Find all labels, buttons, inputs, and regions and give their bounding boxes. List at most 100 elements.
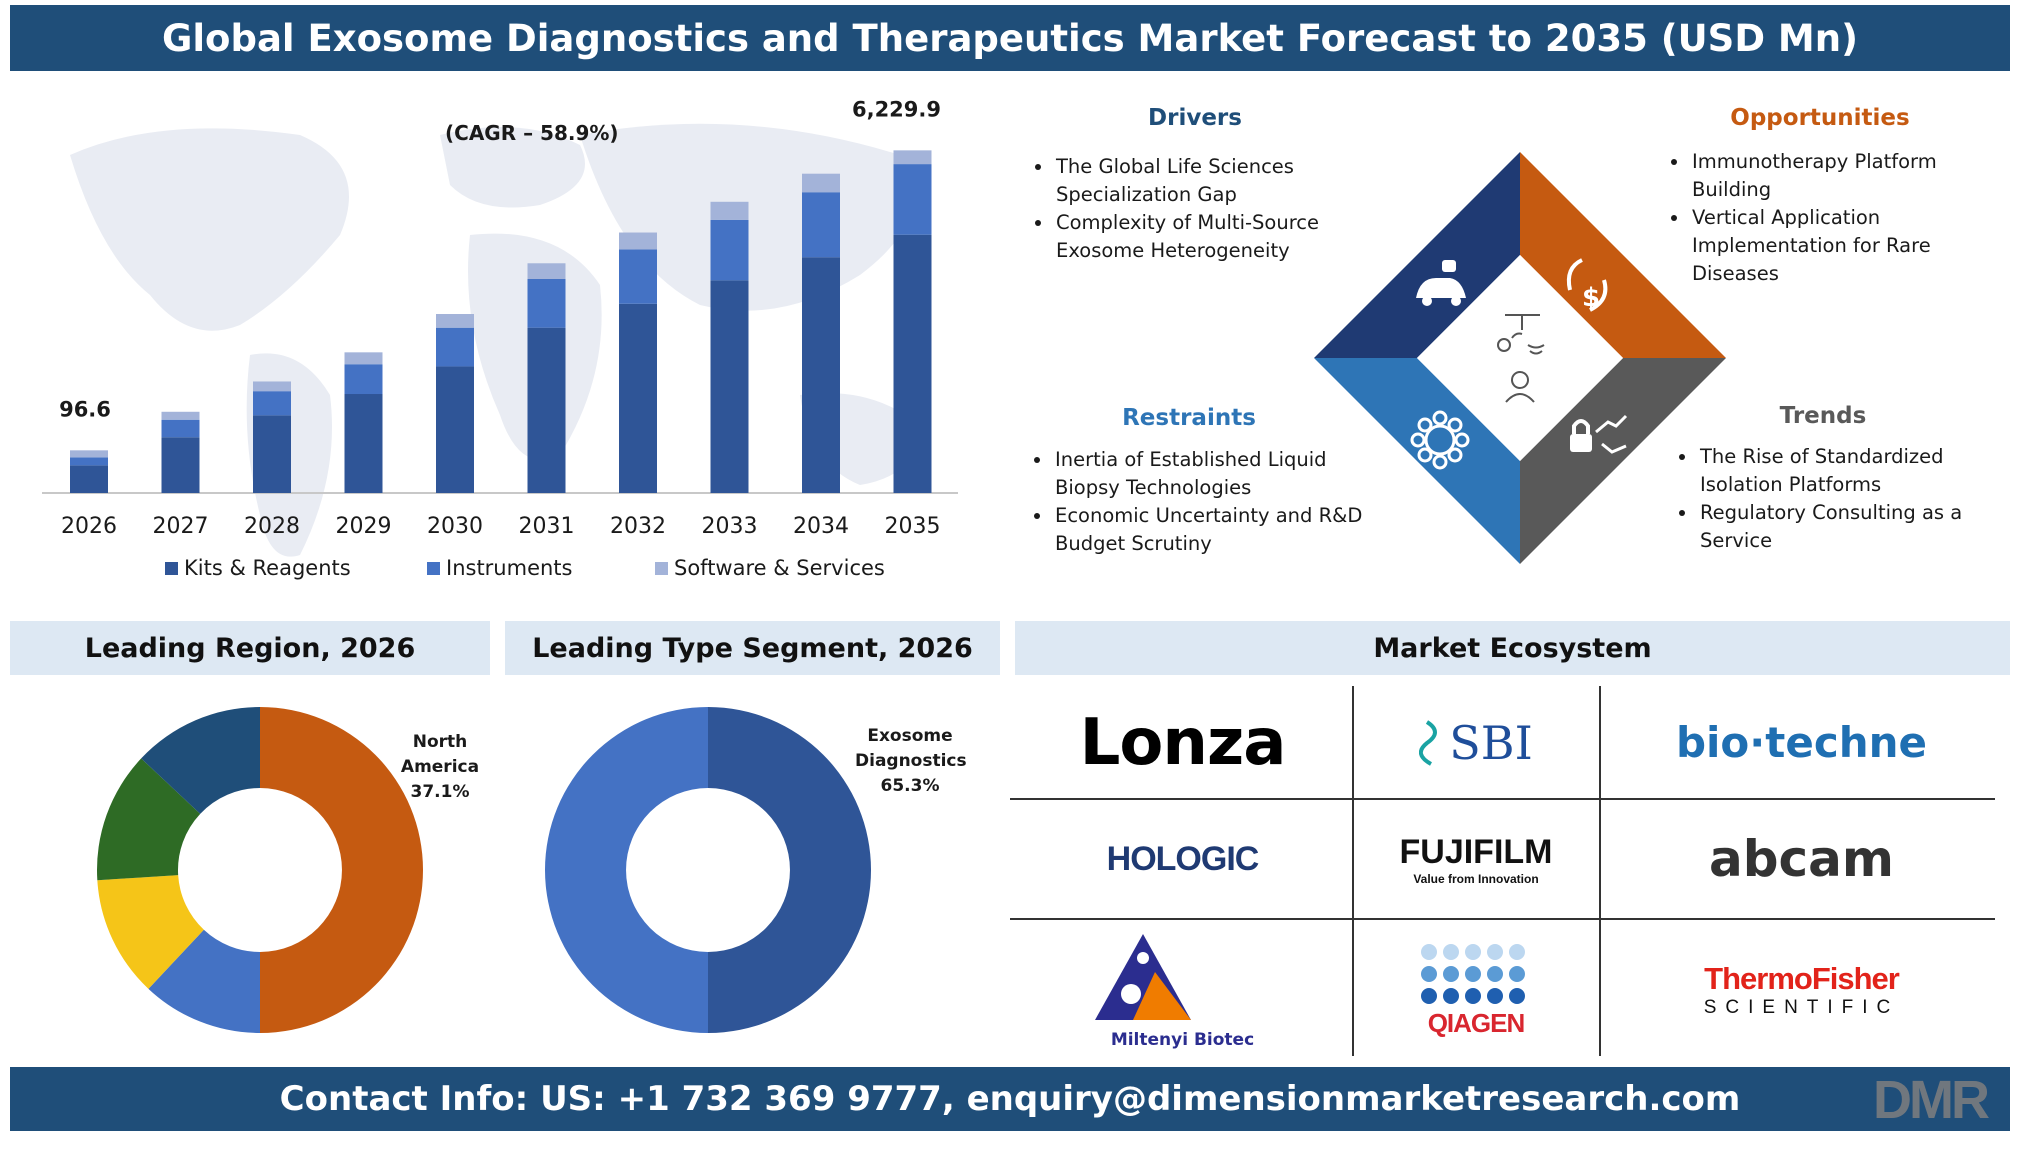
- lonza-logo: Lonza: [1015, 690, 1350, 795]
- sbi-helix-icon: [1419, 719, 1438, 766]
- drivers-item: Complexity of Multi-Source Exosome Heter…: [1054, 209, 1374, 265]
- ecosystem-header: Market Ecosystem: [1015, 621, 2010, 675]
- hologic-logo: HOLOGIC: [1015, 803, 1350, 915]
- trends-item: The Rise of Standardized Isolation Platf…: [1698, 443, 1998, 499]
- bar-segment-kits-reagents-2035: [893, 234, 932, 493]
- ecosystem-divider: [1010, 918, 1995, 920]
- bar-segment-kits-reagents-2030: [436, 366, 474, 493]
- x-tick-label: 2026: [61, 514, 117, 539]
- total-value-label: 6,229.9: [852, 97, 941, 121]
- bar-segment-kits-reagents-2029: [344, 394, 383, 493]
- bar-segment-kits-reagents-2028: [253, 415, 291, 493]
- cagr-label: (CAGR – 58.9%): [445, 121, 619, 145]
- bar-segment-software-services-2033: [710, 201, 749, 220]
- dollar-cycle-icon: $: [1566, 258, 1608, 313]
- bar-segment-kits-reagents-2032: [619, 303, 657, 493]
- sbi-logo: SBI: [1356, 690, 1596, 795]
- page-title: Global Exosome Diagnostics and Therapeut…: [161, 16, 1858, 60]
- drivers-list: The Global Life Sciences Specialization …: [1028, 153, 1374, 265]
- segment-annotation-line: Exosome: [867, 726, 953, 746]
- lonza-wordmark: Lonza: [1079, 705, 1287, 780]
- car-robot-icon: [1416, 260, 1466, 306]
- bar-segment-instruments-2032: [619, 249, 657, 304]
- biotechne-wordmark-part: techne: [1765, 718, 1928, 767]
- diamond-center: [1417, 255, 1623, 461]
- biotechne-wordmark-part: bio: [1675, 718, 1750, 767]
- sbi-wordmark: SBI: [1449, 715, 1533, 770]
- miltenyi-wordmark: Miltenyi Biotec: [1110, 1030, 1255, 1050]
- opportunities-list: Immunotherapy Platform Building Vertical…: [1664, 148, 1980, 288]
- biotechne-logo: bio · techne: [1604, 690, 1999, 795]
- bar-segment-kits-reagents-2026: [70, 465, 108, 493]
- bar-segment-software-services-2030: [436, 314, 474, 328]
- restraints-list: Inertia of Established Liquid Biopsy Tec…: [1027, 446, 1373, 558]
- bar-segment-kits-reagents-2033: [710, 280, 749, 493]
- x-tick-label: 2027: [153, 514, 209, 539]
- bar-segment-software-services-2026: [70, 450, 108, 458]
- drivers-title: Drivers: [1148, 105, 1242, 131]
- bar-segment-instruments-2028: [253, 391, 291, 416]
- fujifilm-tagline: Value from Innovation: [1413, 871, 1539, 886]
- bar-segment-software-services-2029: [344, 352, 383, 365]
- x-tick-label: 2035: [885, 514, 941, 539]
- donut-slice-2: [148, 929, 260, 1033]
- legend-label: Software & Services: [674, 556, 885, 580]
- region-header-label: Leading Region, 2026: [84, 632, 416, 664]
- segment-annotation-line: Diagnostics: [855, 751, 967, 771]
- ecosystem-divider: [1352, 686, 1354, 1056]
- legend-item-software: Software & Services: [655, 556, 885, 580]
- bar-segment-software-services-2035: [893, 150, 932, 165]
- bar-segment-instruments-2029: [344, 364, 383, 395]
- virus-icon: [1410, 410, 1470, 470]
- total-value-label: 96.6: [59, 397, 111, 421]
- segment-annotation-value: 65.3%: [880, 776, 940, 796]
- abcam-logo: abcam: [1604, 803, 1999, 915]
- x-tick-label: 2033: [702, 514, 758, 539]
- market-bar-chart: 2026 96.6 2027 2028 2029 2030 2031 2032 2033 2034…: [42, 97, 958, 539]
- region-header: Leading Region, 2026: [10, 621, 490, 675]
- hologic-wordmark: HOLOGIC: [1106, 839, 1260, 878]
- x-tick-label: 2034: [793, 514, 849, 539]
- thermofisher-logo: ThermoFisher SCIENTIFIC: [1604, 922, 1999, 1057]
- legend-item-kits: Kits & Reagents: [165, 556, 351, 580]
- contact-footer: Contact Info: US: +1 732 369 9777, enqui…: [10, 1067, 2010, 1131]
- fujifilm-wordmark: FUJIFILM: [1399, 832, 1553, 871]
- miltenyi-triangle-icon: [1095, 934, 1191, 1020]
- donut-slice-2: [545, 707, 708, 1033]
- restraints-item: Inertia of Established Liquid Biopsy Tec…: [1053, 446, 1373, 502]
- restraints-title: Restraints: [1122, 405, 1256, 431]
- thermofisher-wordmark: ThermoFisher: [1704, 960, 1900, 996]
- legend-label: Instruments: [446, 556, 573, 580]
- bar-segment-kits-reagents-2027: [161, 437, 200, 493]
- x-tick-label: 2029: [336, 514, 392, 539]
- qiagen-wordmark: QIAGEN: [1427, 1008, 1526, 1038]
- x-tick-label: 2032: [610, 514, 666, 539]
- abcam-wordmark: abcam: [1708, 830, 1894, 888]
- fujifilm-logo: FUJIFILM Value from Innovation: [1356, 803, 1596, 915]
- biotechne-dot-icon: ·: [1749, 718, 1766, 767]
- donut-slice-5: [141, 707, 260, 814]
- market-dynamics-diamond: $: [1314, 152, 1726, 564]
- lab-person-icon: [1497, 314, 1545, 403]
- bar-segment-instruments-2030: [436, 327, 474, 367]
- donut-slice-1: [260, 707, 423, 1033]
- donut-slice-4: [97, 758, 201, 881]
- bar-segment-software-services-2034: [802, 173, 840, 193]
- x-tick-label: 2031: [519, 514, 575, 539]
- drivers-item: The Global Life Sciences Specialization …: [1054, 153, 1374, 209]
- bar-segment-software-services-2027: [161, 411, 200, 420]
- opportunities-item: Vertical Application Implementation for …: [1690, 204, 1980, 288]
- qiagen-dots-icon: [1421, 944, 1525, 1004]
- legend-swatch: [427, 561, 440, 575]
- thermofisher-subtitle: SCIENTIFIC: [1703, 996, 1900, 1018]
- region-donut-chart: [97, 707, 423, 1033]
- bar-segment-instruments-2034: [802, 192, 840, 258]
- donut-slice-1: [708, 707, 871, 1033]
- bar-segment-software-services-2031: [527, 263, 566, 279]
- bar-segment-kits-reagents-2034: [802, 257, 840, 493]
- region-annotation-value: 37.1%: [410, 782, 470, 802]
- ecosystem-divider: [1599, 686, 1601, 1056]
- miltenyi-logo: Miltenyi Biotec: [1015, 922, 1350, 1057]
- segment-annotation: Exosome Diagnostics 65.3%: [855, 724, 967, 799]
- bar-segment-instruments-2027: [161, 419, 200, 438]
